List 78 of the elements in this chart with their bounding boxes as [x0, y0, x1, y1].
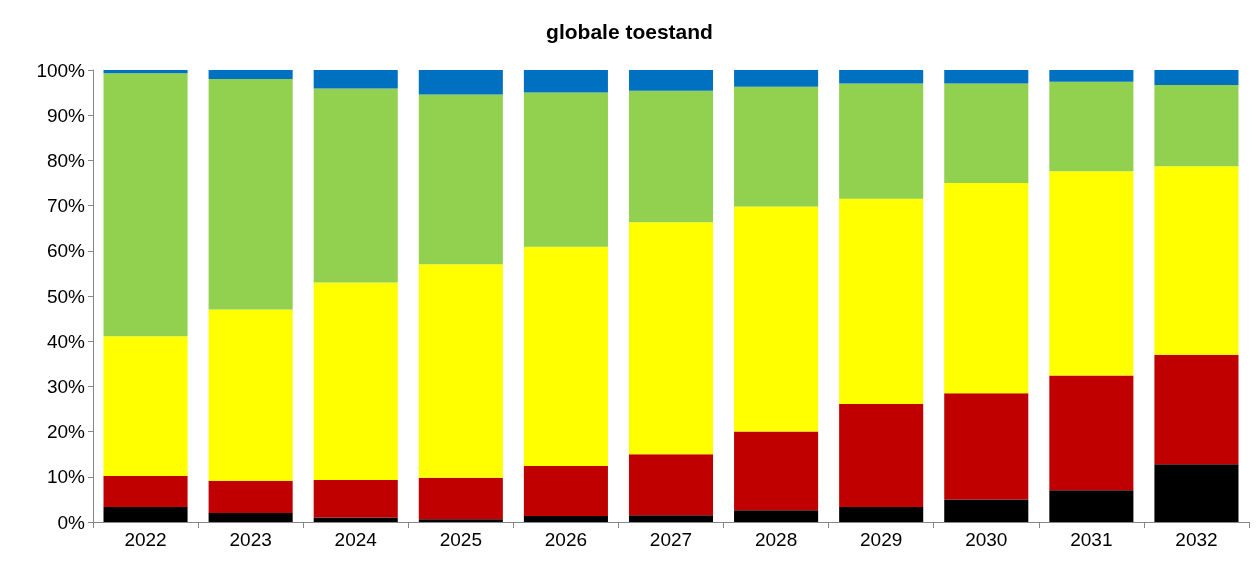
x-tick-label: 2023 [229, 529, 272, 550]
y-tick-label: 0% [57, 511, 86, 533]
bar [734, 431, 819, 511]
bar [1154, 166, 1239, 355]
bar [208, 70, 293, 80]
y-tick-label: 70% [46, 195, 86, 217]
y-tick-label: 60% [46, 240, 86, 262]
bar [944, 183, 1029, 394]
bar [1154, 84, 1239, 167]
x-tick-label: 2031 [1070, 529, 1113, 550]
bar [523, 70, 608, 93]
bar [944, 499, 1029, 522]
bar [734, 510, 819, 522]
x-tick-label: 2025 [439, 529, 482, 550]
bar [839, 507, 924, 522]
bar [1049, 70, 1134, 82]
bar [208, 79, 293, 310]
x-tick-label: 2027 [649, 529, 693, 550]
bar [208, 309, 293, 481]
bar [418, 519, 503, 522]
bar [103, 336, 188, 476]
bar [313, 517, 398, 522]
x-tick-label: 2030 [965, 529, 1008, 550]
bar [313, 70, 398, 89]
bar [103, 507, 188, 522]
x-tick-label: 2029 [860, 529, 903, 550]
x-tick-label: 2028 [754, 529, 798, 550]
bar [313, 282, 398, 480]
bar [734, 86, 819, 207]
bar [628, 515, 714, 522]
bar [523, 92, 608, 247]
y-tick-label: 30% [46, 375, 86, 397]
bar [1049, 81, 1134, 172]
bar [734, 206, 819, 432]
y-tick-label: 40% [46, 330, 86, 352]
bar [944, 393, 1029, 500]
bar [103, 73, 188, 337]
x-tick-label: 2024 [334, 529, 378, 550]
bar [418, 70, 503, 95]
bar [418, 94, 503, 265]
bar [523, 246, 608, 466]
y-tick-label: 100% [36, 59, 86, 81]
x-tick-label: 2032 [1175, 529, 1218, 550]
bar [208, 512, 293, 522]
bar [839, 83, 924, 199]
x-tick-label: 2026 [544, 529, 588, 550]
chart-title: globale toestand [546, 20, 713, 43]
bar [523, 465, 608, 517]
y-tick-label: 20% [46, 421, 86, 443]
bar [103, 70, 188, 74]
bar [628, 454, 714, 516]
bar [1154, 354, 1239, 465]
bar [1049, 375, 1134, 491]
y-tick-label: 80% [46, 149, 86, 171]
bar [313, 88, 398, 283]
bar [944, 83, 1029, 183]
y-tick-label: 10% [46, 466, 86, 488]
bar [839, 198, 924, 405]
bar [313, 479, 398, 518]
bar [418, 264, 503, 478]
y-tick-label: 50% [46, 285, 86, 307]
bar [1049, 171, 1134, 376]
bar [208, 480, 293, 513]
bar [839, 70, 924, 84]
bar [944, 70, 1029, 84]
bar [523, 516, 608, 522]
x-tick-label: 2022 [124, 529, 167, 550]
y-tick-label: 90% [46, 104, 86, 126]
bar [1154, 464, 1239, 522]
bar [103, 475, 188, 508]
bar [734, 70, 819, 87]
bar [628, 70, 714, 91]
bar [418, 477, 503, 520]
bar [628, 90, 714, 223]
bar [839, 404, 924, 508]
bar [1154, 70, 1239, 85]
bar [1049, 490, 1134, 522]
bar [628, 222, 714, 455]
